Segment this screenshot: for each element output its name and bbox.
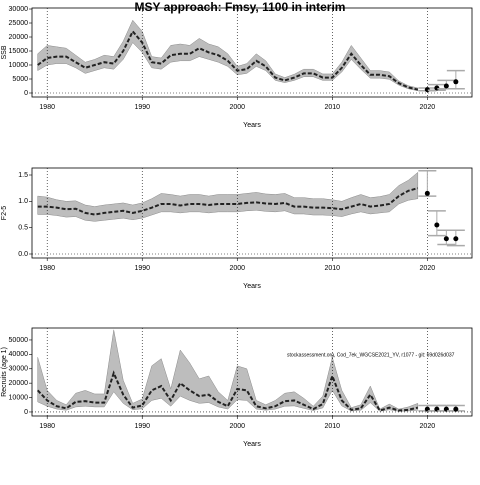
x-tick-label: 2020 xyxy=(420,265,436,272)
y-tick-label: 1.0 xyxy=(18,198,28,205)
y-tick-label: 25000 xyxy=(9,20,29,27)
x-tick-label: 1980 xyxy=(39,104,55,111)
y-tick-label: 30000 xyxy=(9,366,29,373)
median-line xyxy=(37,29,419,91)
y-tick-label: 1.5 xyxy=(18,172,28,179)
y-tick-label: 15000 xyxy=(9,48,29,55)
plot-frame xyxy=(31,327,473,417)
y-tick-label: 0 xyxy=(24,409,28,416)
projection-point xyxy=(453,406,459,412)
y-tick-label: 5000 xyxy=(12,76,28,83)
y-tick-label: 20000 xyxy=(9,34,29,41)
projection-point xyxy=(453,79,459,85)
x-axis-label: Years xyxy=(243,441,261,448)
x-tick-label: 2010 xyxy=(325,265,341,272)
x-axis-label: Years xyxy=(243,122,261,129)
x-tick-label: 2020 xyxy=(420,423,436,430)
y-tick-label: 30000 xyxy=(9,6,29,13)
y-axis-label: F2-5 xyxy=(1,206,8,221)
y-tick-label: 20000 xyxy=(9,380,29,387)
x-tick-label: 2000 xyxy=(229,265,245,272)
chart-title: MSY approach: Fmsy, 1100 in interim xyxy=(135,0,346,14)
y-tick-label: 10000 xyxy=(9,394,29,401)
projection-point xyxy=(434,85,440,91)
projection-point xyxy=(453,236,459,242)
x-tick-label: 2010 xyxy=(325,104,341,111)
x-axis-label: Years xyxy=(243,283,261,290)
projection-point xyxy=(434,222,440,228)
x-tick-label: 2000 xyxy=(229,423,245,430)
y-tick-label: 50000 xyxy=(9,337,29,344)
plot-frame xyxy=(31,167,473,259)
projection-point xyxy=(443,83,449,89)
y-tick-label: 0.0 xyxy=(18,251,28,258)
projection-point xyxy=(424,190,430,196)
confidence-band xyxy=(37,329,419,412)
y-axis-label: Recruits (age 1) xyxy=(1,347,8,397)
y-tick-label: 0.5 xyxy=(18,225,28,232)
x-tick-label: 1980 xyxy=(39,265,55,272)
projection-point xyxy=(443,236,449,242)
y-tick-label: 10000 xyxy=(9,62,29,69)
median-line xyxy=(37,187,419,216)
annotation: stockassessment.org, Cod_7ek_WGCSE2021_Y… xyxy=(287,352,455,358)
x-tick-label: 2000 xyxy=(229,104,245,111)
x-tick-label: 2010 xyxy=(325,423,341,430)
y-tick-label: 40000 xyxy=(9,351,29,358)
x-tick-label: 2020 xyxy=(420,104,436,111)
x-tick-label: 1990 xyxy=(134,423,150,430)
y-tick-label: 0 xyxy=(24,90,28,97)
x-tick-label: 1990 xyxy=(134,265,150,272)
confidence-band xyxy=(37,171,419,222)
x-tick-label: 1990 xyxy=(134,104,150,111)
x-tick-label: 1980 xyxy=(39,423,55,430)
plot-frame xyxy=(31,7,473,98)
confidence-band xyxy=(37,19,419,92)
y-axis-label: SSB xyxy=(1,45,8,59)
